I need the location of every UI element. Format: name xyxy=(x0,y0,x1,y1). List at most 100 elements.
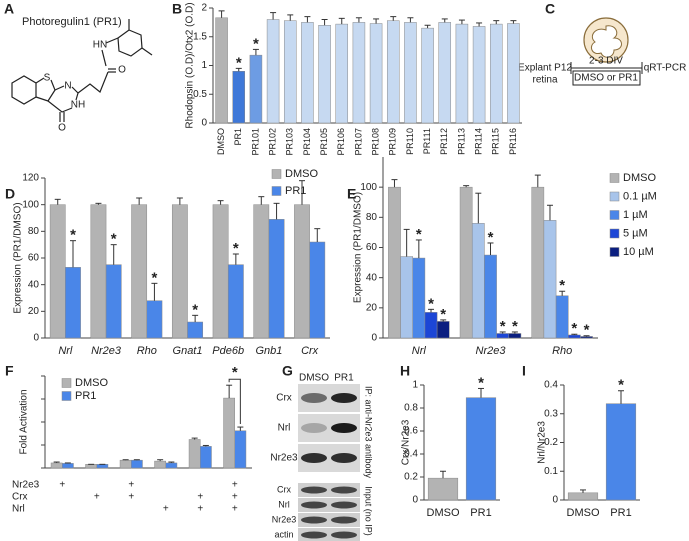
error-bar xyxy=(287,14,294,21)
bar xyxy=(352,22,366,124)
legend-swatch xyxy=(61,391,72,401)
atom-label: S xyxy=(44,73,51,84)
error-bar xyxy=(273,202,280,220)
y-tick-label: 0 xyxy=(371,333,377,344)
legend-label: 10 µM xyxy=(623,246,654,258)
x-tick-label: PR113 xyxy=(456,128,466,155)
y-tick-label: 0.6 xyxy=(404,426,418,437)
x-tick-label: Pde6b xyxy=(212,345,244,357)
y-tick-label: 0.8 xyxy=(404,403,418,414)
error-bar xyxy=(168,461,175,463)
bar xyxy=(335,23,349,124)
bar xyxy=(234,430,247,469)
significance-star: * xyxy=(571,320,577,337)
error-bar xyxy=(583,335,590,337)
x-tick-label: Gnb1 xyxy=(255,345,282,357)
row-label: Nrl xyxy=(278,499,290,509)
y-tick-label: 0.1 xyxy=(544,466,558,477)
bar xyxy=(85,464,97,469)
bar xyxy=(388,186,401,339)
error-bar xyxy=(391,179,398,188)
bar xyxy=(283,20,297,124)
x-tick-label: Rho xyxy=(137,345,157,357)
y-tick-label: 100 xyxy=(22,199,39,210)
panel-letter: G xyxy=(282,363,293,379)
retina-shape xyxy=(590,25,622,58)
error-bar xyxy=(580,489,586,493)
significance-star: * xyxy=(440,306,446,323)
error-bar xyxy=(546,204,553,221)
y-tick-label: 0.4 xyxy=(544,380,558,391)
error-bar xyxy=(270,12,277,20)
bar xyxy=(105,264,122,339)
y-tick-label: 0.2 xyxy=(404,472,418,483)
error-bar xyxy=(428,308,435,313)
x-tick-label: PR1 xyxy=(610,507,631,519)
error-bar xyxy=(441,18,448,23)
error-bar xyxy=(511,331,518,334)
error-bar xyxy=(487,242,494,256)
error-bar xyxy=(232,253,239,265)
error-bar xyxy=(338,17,345,25)
condition-mark: + xyxy=(232,504,238,515)
chemical-structure xyxy=(11,19,153,122)
error-bar xyxy=(202,444,209,447)
error-bar xyxy=(403,228,410,257)
blot-band xyxy=(301,453,327,463)
blot-strip xyxy=(298,498,360,512)
x-tick-label: DMSO xyxy=(216,128,226,155)
bar xyxy=(412,257,426,339)
atom-label: O xyxy=(58,123,66,134)
x-tick-label: DMSO xyxy=(427,507,460,519)
error-bar xyxy=(217,200,224,205)
x-tick-label: PR110 xyxy=(405,128,415,155)
y-axis-label: Fold Activation xyxy=(19,389,30,454)
bar xyxy=(301,22,314,124)
error-bar xyxy=(314,228,321,242)
error-bar xyxy=(192,314,199,322)
legend-label: PR1 xyxy=(285,185,306,197)
y-tick-label: 1.5 xyxy=(193,31,207,42)
bar xyxy=(50,462,63,469)
atom-label: NH xyxy=(71,100,85,111)
x-tick-label: PR111 xyxy=(422,128,432,154)
bar xyxy=(605,403,637,501)
bar xyxy=(507,23,520,124)
blot-band xyxy=(331,453,357,463)
y-tick-label: 40 xyxy=(366,272,378,283)
bar xyxy=(404,22,417,124)
bar xyxy=(459,186,473,339)
significance-star: * xyxy=(151,269,157,286)
error-bar xyxy=(95,202,102,205)
legend-swatch xyxy=(61,378,72,388)
panel-letter: A xyxy=(4,1,14,17)
panel-letter: I xyxy=(522,363,526,379)
atom-label: N xyxy=(64,81,71,92)
blot-strip xyxy=(298,513,360,527)
error-bar xyxy=(54,198,61,205)
significance-star: * xyxy=(559,277,565,294)
significance-star: * xyxy=(618,377,624,394)
bar xyxy=(146,300,163,339)
sample-label: retina xyxy=(532,75,557,86)
error-bar xyxy=(355,17,362,23)
x-tick-label: Nr2e3 xyxy=(476,345,507,357)
error-bar xyxy=(478,387,484,398)
legend-label: DMSO xyxy=(285,168,318,180)
bar xyxy=(471,223,485,339)
significance-bracket xyxy=(228,378,241,425)
x-tick-label: Nr2e3 xyxy=(91,345,122,357)
readout-label: qRT-PCR xyxy=(644,63,687,74)
error-bar xyxy=(258,196,265,205)
x-tick-label: PR1 xyxy=(470,507,491,519)
y-tick-label: 120 xyxy=(22,173,39,184)
bar xyxy=(484,254,497,339)
x-tick-label: PR112 xyxy=(439,128,449,155)
x-tick-label: Nrl xyxy=(412,345,427,357)
treatment-box xyxy=(572,70,641,86)
x-tick-label: PR106 xyxy=(336,128,346,156)
treatment-label: DMSO or PR1 xyxy=(574,73,638,84)
x-tick-label: Gnat1 xyxy=(173,345,203,357)
y-tick-label: 20 xyxy=(28,306,40,317)
